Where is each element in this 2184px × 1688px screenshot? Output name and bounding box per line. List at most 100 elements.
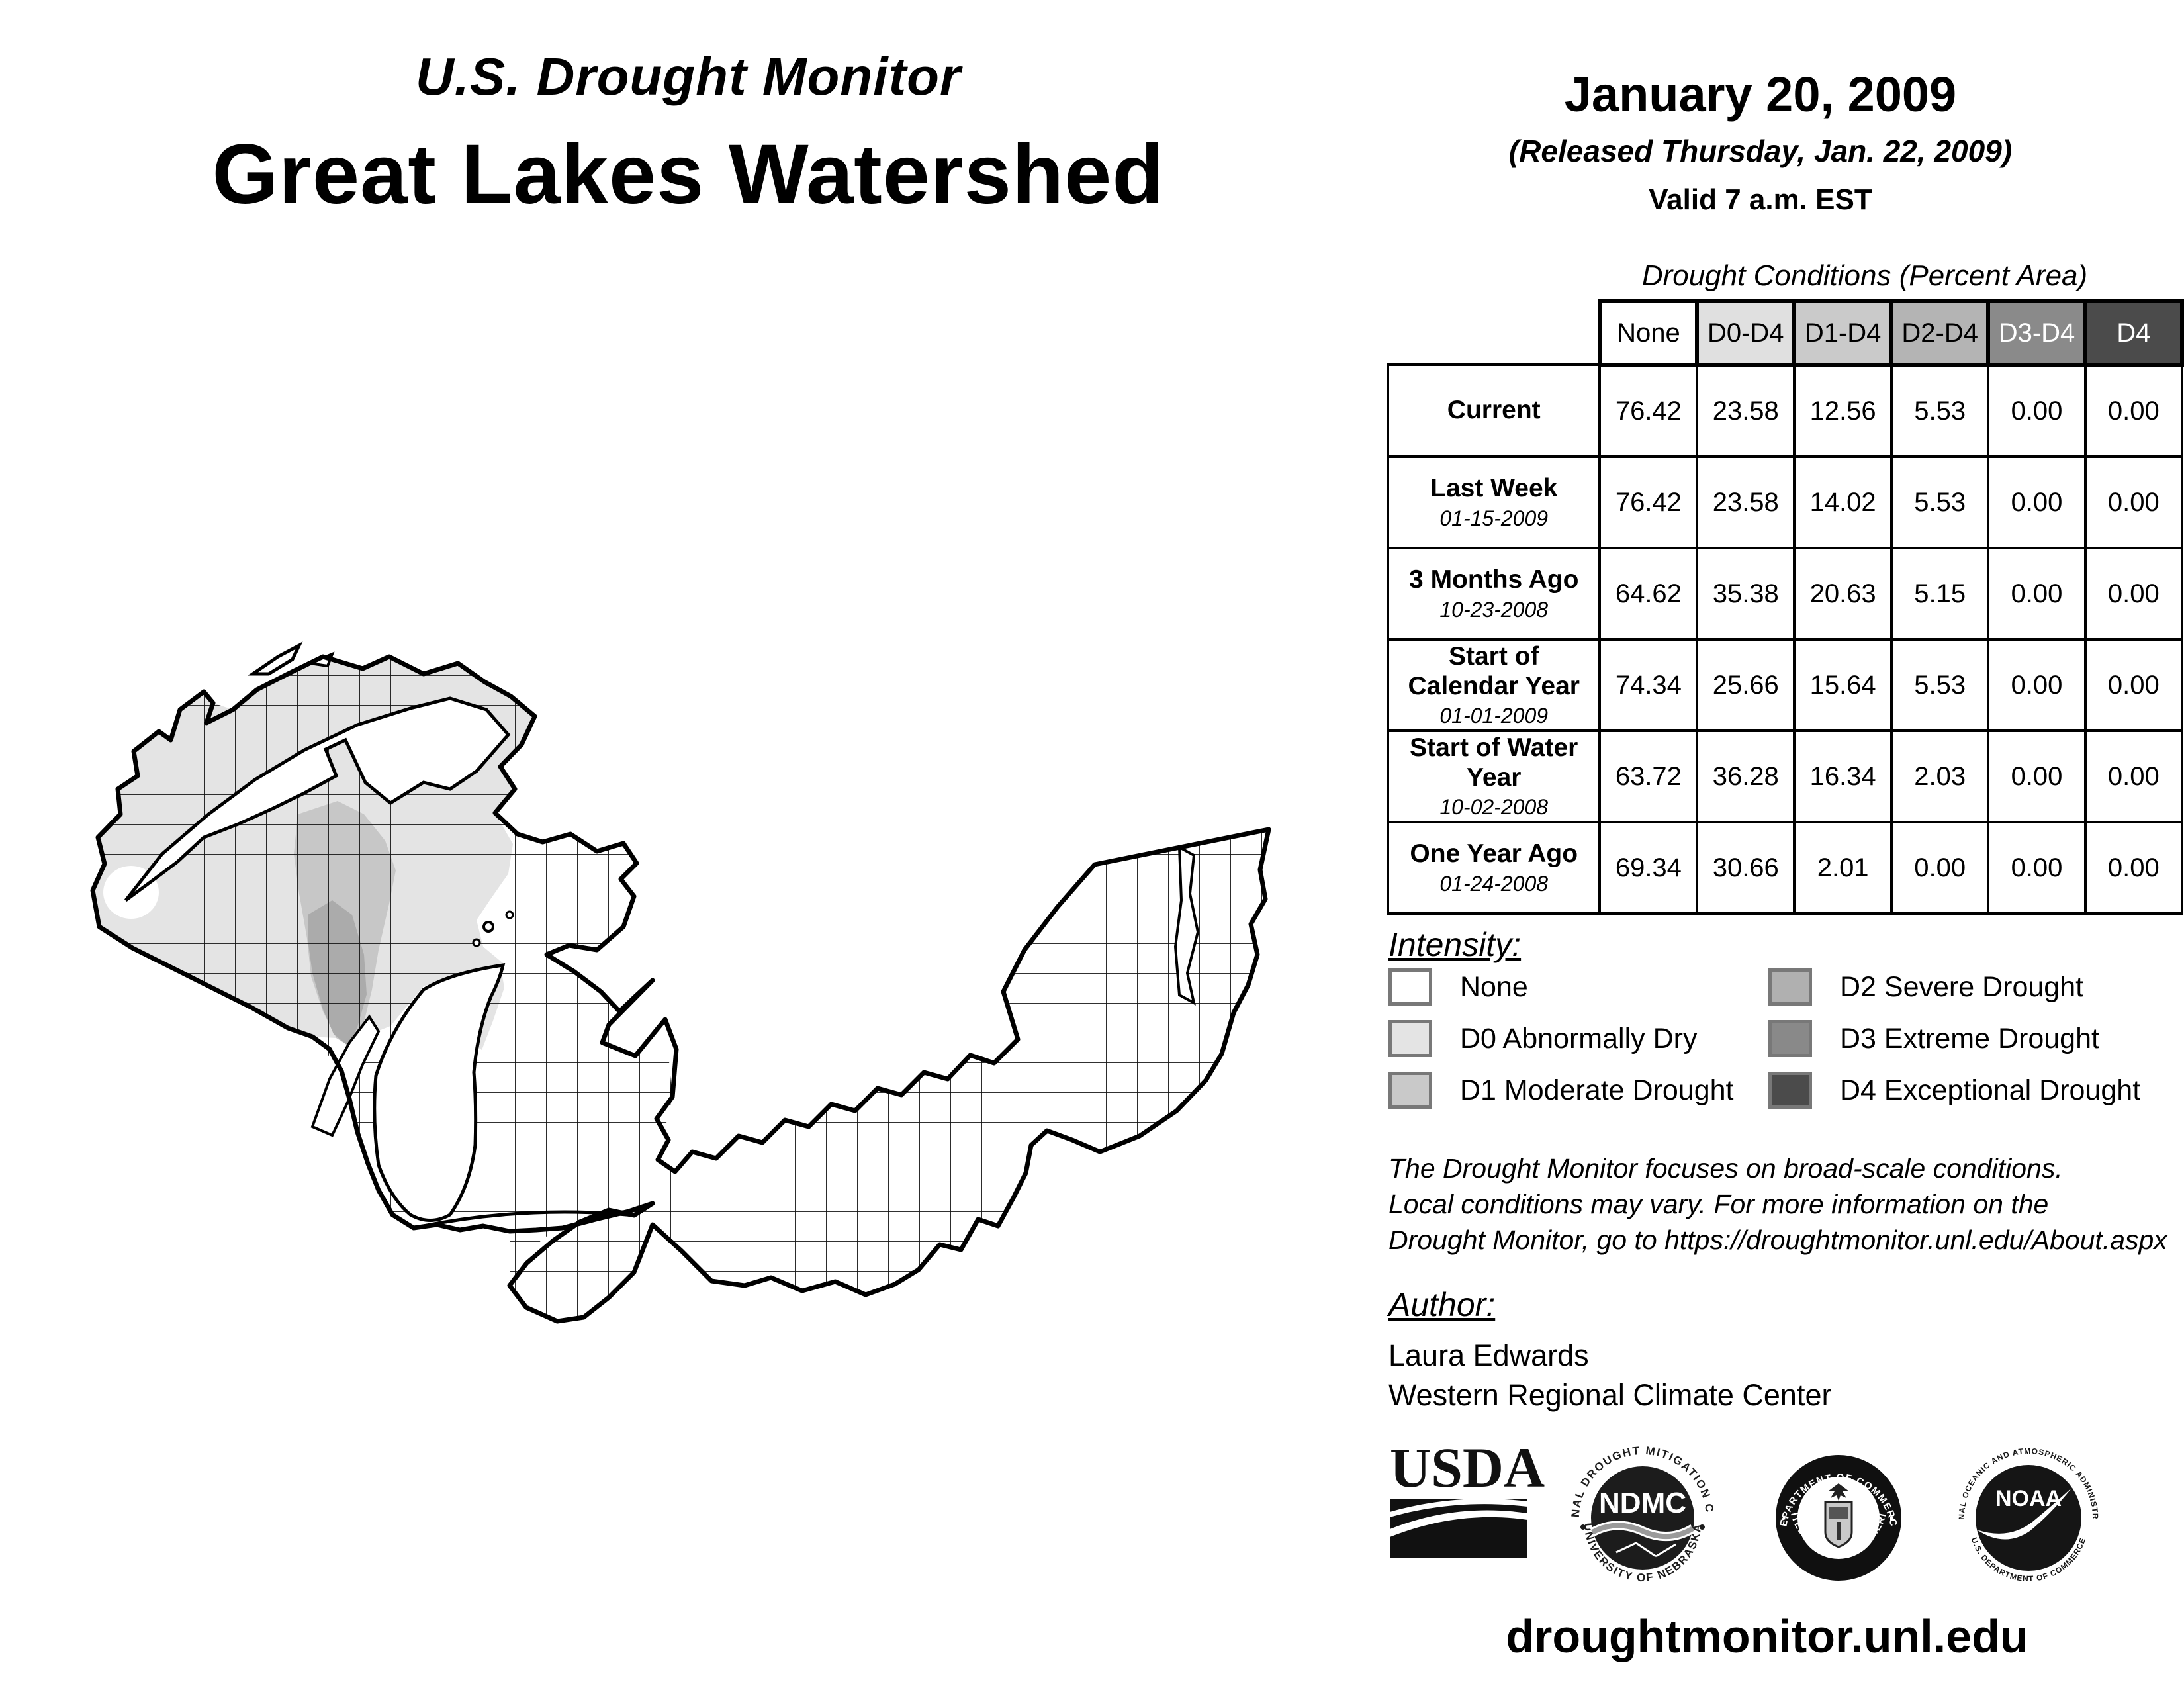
author-organization: Western Regional Climate Center bbox=[1388, 1378, 1832, 1412]
cell-value: 0.00 bbox=[1987, 638, 2087, 732]
author-name: Laura Edwards bbox=[1388, 1338, 1589, 1372]
cell-value: 2.03 bbox=[1890, 729, 1990, 823]
page-title: Great Lakes Watershed bbox=[212, 127, 1165, 222]
usda-logo: USDA bbox=[1390, 1436, 1545, 1558]
row-label: Start of Water Year bbox=[1410, 733, 1578, 792]
col-header-d2d4: D2-D4 bbox=[1889, 299, 1991, 367]
cell-value: 0.00 bbox=[1987, 547, 2087, 641]
row-label: Start of Calendar Year bbox=[1408, 641, 1580, 700]
cell-value: 35.38 bbox=[1696, 547, 1796, 641]
cell-value: 76.42 bbox=[1598, 363, 1699, 458]
legend-label: None bbox=[1460, 970, 1528, 1003]
small-island bbox=[505, 910, 514, 919]
table-row-last-week: Last Week 01-15-2009 76.42 23.58 14.02 5… bbox=[1386, 455, 2184, 549]
ndmc-logo: NATIONAL DROUGHT MITIGATION CENTER UNIVE… bbox=[1569, 1444, 1715, 1584]
cell-value: 5.53 bbox=[1890, 455, 1990, 549]
legend-item-d0: D0 Abnormally Dry bbox=[1388, 1019, 1697, 1058]
legend-swatch-d4 bbox=[1768, 1072, 1812, 1109]
lake-superior bbox=[124, 696, 511, 902]
cell-value: 0.00 bbox=[1890, 821, 1990, 915]
cell-value: 64.62 bbox=[1598, 547, 1699, 641]
disclaimer-line: Drought Monitor, go to https://droughtmo… bbox=[1388, 1225, 2167, 1256]
cell-value: 23.58 bbox=[1696, 363, 1796, 458]
lake-champlain bbox=[1173, 845, 1200, 1006]
cell-value: 0.00 bbox=[1987, 363, 2087, 458]
disclaimer-text: The Drought Monitor focuses on broad-sca… bbox=[1388, 1150, 2169, 1258]
cell-value: 0.00 bbox=[2083, 638, 2184, 732]
table-title: Drought Conditions (Percent Area) bbox=[1641, 259, 2088, 292]
legend-label: D0 Abnormally Dry bbox=[1460, 1022, 1698, 1055]
cell-value: 16.34 bbox=[1793, 729, 1893, 823]
cell-value: 0.00 bbox=[1987, 821, 2087, 915]
legend-item-d2: D2 Severe Drought bbox=[1768, 968, 2083, 1006]
legend-swatch-none bbox=[1388, 968, 1432, 1006]
legend-label: D1 Moderate Drought bbox=[1460, 1074, 1734, 1106]
cell-value: 5.15 bbox=[1890, 547, 1990, 641]
drought-monitor-url: droughtmonitor.unl.edu bbox=[1506, 1611, 2028, 1662]
col-header-d1d4: D1-D4 bbox=[1792, 299, 1894, 367]
cell-value: 25.66 bbox=[1696, 638, 1796, 732]
report-title: U.S. Drought Monitor bbox=[415, 47, 962, 106]
row-date: 01-01-2009 bbox=[1439, 704, 1549, 728]
cell-value: 0.00 bbox=[2083, 455, 2184, 549]
valid-time: Valid 7 a.m. EST bbox=[1649, 183, 1872, 216]
noaa-bird-icon bbox=[1977, 1487, 2072, 1540]
col-header-d4: D4 bbox=[2083, 299, 2184, 367]
cell-value: 74.34 bbox=[1598, 638, 1699, 732]
eagle-icon bbox=[1824, 1483, 1853, 1548]
isle-royale-island bbox=[247, 641, 303, 676]
table-row-one-year-ago: One Year Ago 01-24-2008 69.34 30.66 2.01… bbox=[1386, 821, 2184, 915]
cell-value: 12.56 bbox=[1793, 363, 1893, 458]
small-island bbox=[472, 938, 481, 947]
usda-text: USDA bbox=[1390, 1436, 1545, 1499]
cell-value: 76.42 bbox=[1598, 455, 1699, 549]
col-header-d0d4: D0-D4 bbox=[1695, 299, 1797, 367]
disclaimer-line: Local conditions may vary. For more info… bbox=[1388, 1189, 2049, 1220]
legend-item-d4: D4 Exceptional Drought bbox=[1768, 1071, 2140, 1109]
agency-logos: USDA NATIONAL DROUGHT MITIGATION CENTER … bbox=[1383, 1435, 2138, 1601]
cell-value: 0.00 bbox=[2083, 821, 2184, 915]
row-label: 3 Months Ago bbox=[1409, 565, 1579, 594]
watershed-map bbox=[79, 616, 1310, 1331]
row-label: Last Week bbox=[1430, 474, 1558, 503]
table-corner-cell bbox=[1388, 301, 1600, 365]
cell-value: 0.00 bbox=[2083, 729, 2184, 823]
drought-conditions-table: None D0-D4 D1-D4 D2-D4 D3-D4 D4 Current … bbox=[1386, 299, 2184, 915]
intensity-title: Intensity: bbox=[1388, 926, 1522, 963]
cell-value: 2.01 bbox=[1793, 821, 1893, 915]
row-label: Current bbox=[1447, 396, 1541, 425]
legend-swatch-d0 bbox=[1388, 1020, 1432, 1057]
legend-label: D4 Exceptional Drought bbox=[1840, 1074, 2141, 1106]
table-row-start-water-year: Start of Water Year 10-02-2008 63.72 36.… bbox=[1386, 729, 2184, 823]
table-row-current: Current 76.42 23.58 12.56 5.53 0.00 0.00 bbox=[1386, 363, 2184, 458]
cell-value: 14.02 bbox=[1793, 455, 1893, 549]
col-header-d3d4: D3-D4 bbox=[1986, 299, 2087, 367]
cell-value: 5.53 bbox=[1890, 363, 1990, 458]
cell-value: 15.64 bbox=[1793, 638, 1893, 732]
legend-label: D3 Extreme Drought bbox=[1840, 1022, 2099, 1055]
legend-swatch-d1 bbox=[1388, 1072, 1432, 1109]
date-block: January 20, 2009 (Released Thursday, Jan… bbox=[1423, 66, 2098, 216]
legend-swatch-d2 bbox=[1768, 968, 1812, 1006]
release-date: (Released Thursday, Jan. 22, 2009) bbox=[1508, 134, 2013, 168]
row-date: 10-02-2008 bbox=[1439, 795, 1549, 820]
table-row-3-months-ago: 3 Months Ago 10-23-2008 64.62 35.38 20.6… bbox=[1386, 547, 2184, 641]
table-row-start-calendar-year: Start of Calendar Year 01-01-2009 74.34 … bbox=[1386, 638, 2184, 732]
lake-michigan bbox=[373, 962, 506, 1222]
cell-value: 36.28 bbox=[1696, 729, 1796, 823]
author-title: Author: bbox=[1388, 1286, 1496, 1323]
row-date: 01-24-2008 bbox=[1439, 871, 1549, 896]
cell-value: 0.00 bbox=[2083, 547, 2184, 641]
legend-item-d1: D1 Moderate Drought bbox=[1388, 1071, 1734, 1109]
cell-value: 20.63 bbox=[1793, 547, 1893, 641]
row-label: One Year Ago bbox=[1410, 839, 1578, 868]
cell-value: 23.58 bbox=[1696, 455, 1796, 549]
legend-label: D2 Severe Drought bbox=[1840, 970, 2084, 1003]
ndmc-center-text: NDMC bbox=[1599, 1487, 1686, 1519]
disclaimer-line: The Drought Monitor focuses on broad-sca… bbox=[1388, 1153, 2063, 1184]
commerce-seal: DEPARTMENT OF COMMERCE UNITED STATES OF … bbox=[1776, 1455, 1901, 1581]
beaver-island bbox=[482, 921, 494, 933]
basin-divide-line bbox=[413, 1210, 635, 1230]
cell-value: 0.00 bbox=[2083, 363, 2184, 458]
cell-value: 69.34 bbox=[1598, 821, 1699, 915]
